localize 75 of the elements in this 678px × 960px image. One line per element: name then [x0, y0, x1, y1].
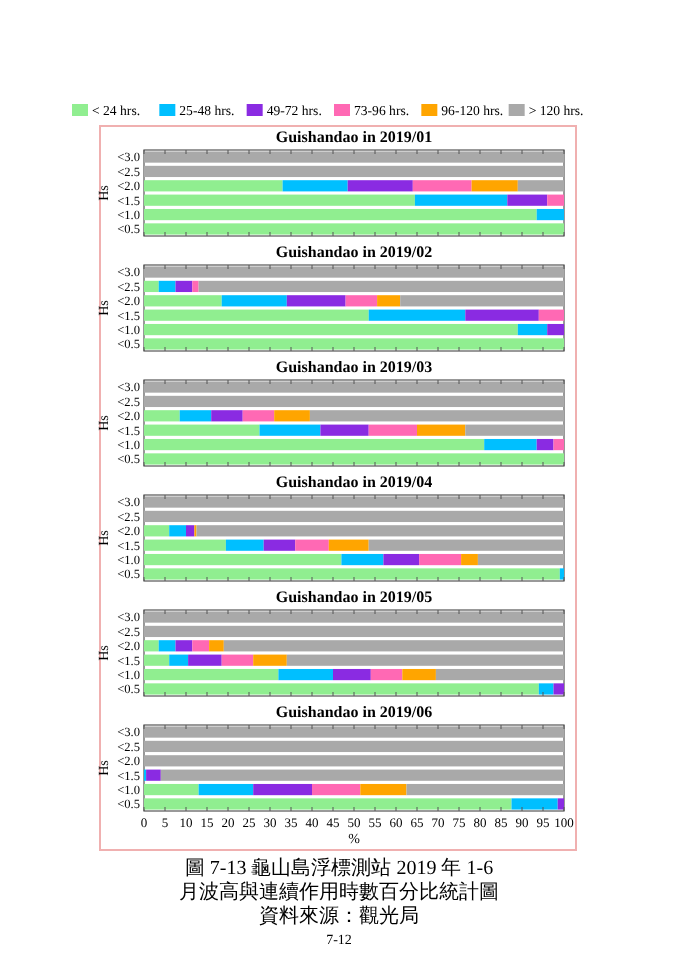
bar: [158, 280, 176, 293]
caption: 圖 7-13 龜山島浮標測站 2019 年 1-6 月波高與連續作用時數百分比統計圖: [179, 856, 499, 904]
bar: [383, 553, 420, 566]
bar: [253, 654, 287, 666]
bar: [461, 553, 478, 566]
bar: [211, 410, 243, 422]
bar: [347, 180, 413, 192]
bar: [368, 424, 417, 436]
bar: [188, 654, 222, 666]
bar: [221, 295, 287, 307]
bar: [553, 683, 564, 695]
bar: [465, 424, 564, 436]
bar: [341, 553, 384, 566]
bar: [175, 280, 193, 293]
bar: [225, 539, 264, 551]
bar: [345, 295, 378, 307]
bar: [333, 668, 371, 681]
bar: [186, 525, 195, 537]
bar: [209, 640, 224, 652]
bar: [547, 323, 564, 336]
bar: [538, 309, 564, 321]
chart-title: Guishandao in 2019/04: [275, 473, 433, 491]
bar: [312, 783, 361, 796]
bar: [414, 194, 508, 206]
bar: [169, 654, 189, 666]
bar: [144, 640, 159, 652]
bar: [465, 309, 539, 321]
bar: [253, 783, 312, 796]
bar: [471, 180, 518, 192]
bar: [419, 553, 462, 566]
bar: [370, 668, 403, 681]
bar: [417, 424, 466, 436]
bar: [536, 208, 564, 221]
bar: [536, 438, 554, 451]
bar: [295, 539, 329, 551]
bar: [320, 424, 369, 436]
bar: [146, 769, 161, 781]
bar: [507, 194, 548, 206]
bar: [144, 525, 170, 537]
bar: [511, 798, 558, 810]
bar: [538, 683, 554, 695]
chart-title: Guishandao in 2019/05: [275, 588, 433, 606]
bar: [547, 194, 564, 206]
bar: [221, 654, 254, 666]
bar: [179, 410, 212, 422]
bar: [402, 668, 436, 681]
chart-title: Guishandao in 2019/01: [275, 128, 433, 146]
chart-title: Guishandao in 2019/06: [275, 703, 433, 721]
bar: [282, 180, 348, 192]
bar: [557, 798, 564, 810]
bar: [412, 180, 472, 192]
source-note: 資料來源：觀光局: [259, 904, 419, 928]
bar: [259, 424, 321, 436]
bar: [328, 539, 369, 551]
bar: [286, 295, 346, 307]
bar: [278, 668, 333, 681]
chart-title: Guishandao in 2019/02: [275, 243, 433, 261]
chart-title: Guishandao in 2019/03: [275, 358, 433, 376]
bar: [198, 783, 254, 796]
bar: [175, 640, 193, 652]
bar: [144, 410, 180, 422]
bar: [368, 309, 466, 321]
bar: [169, 525, 186, 537]
bar: [517, 323, 548, 336]
bar: [192, 640, 210, 652]
bar: [360, 783, 407, 796]
bar: [144, 180, 283, 192]
bar: [274, 410, 310, 422]
bar: [192, 280, 199, 293]
bar: [553, 438, 564, 451]
bar: [484, 438, 537, 451]
bar: [377, 295, 401, 307]
bar: [158, 640, 176, 652]
bar: [242, 410, 275, 422]
bar: [263, 539, 296, 551]
